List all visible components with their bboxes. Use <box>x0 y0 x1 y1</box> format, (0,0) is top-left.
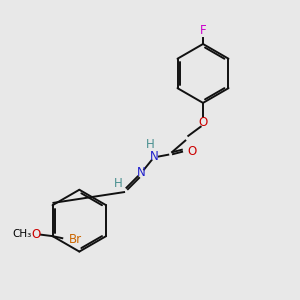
Text: O: O <box>32 228 41 241</box>
Text: N: N <box>150 150 159 163</box>
Text: F: F <box>200 24 206 37</box>
Text: H: H <box>114 177 123 190</box>
Text: O: O <box>198 116 208 128</box>
Text: H: H <box>146 139 154 152</box>
Text: O: O <box>188 145 196 158</box>
Text: N: N <box>137 167 146 179</box>
Text: Br: Br <box>69 232 82 246</box>
Text: CH₃: CH₃ <box>12 229 31 239</box>
